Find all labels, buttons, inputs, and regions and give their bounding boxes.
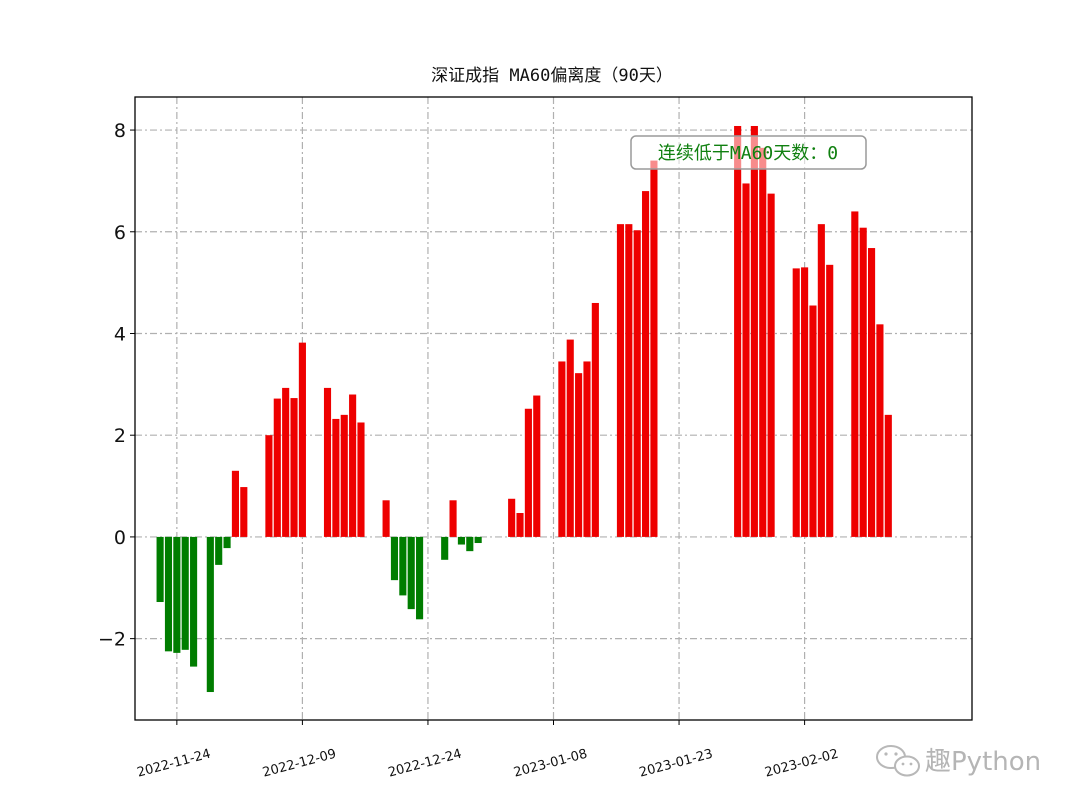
bar-positive bbox=[273, 398, 281, 537]
bar-positive bbox=[767, 193, 775, 537]
x-tick-label: 2022-12-09 bbox=[261, 747, 338, 781]
annotation-box: 连续低于MA60天数：0 bbox=[630, 135, 867, 170]
bar-negative bbox=[474, 536, 482, 544]
bar-positive bbox=[524, 408, 532, 537]
bar-negative bbox=[399, 536, 407, 596]
bar-positive bbox=[340, 414, 348, 537]
x-axis: 2022-11-24 2022-12-09 2022-12-24 2023-01-08… bbox=[136, 720, 840, 781]
bar-positive bbox=[817, 224, 825, 537]
bar-negative bbox=[407, 536, 415, 610]
chart-title: 深证成指 MA60偏离度（90天） bbox=[431, 66, 673, 86]
bar-positive bbox=[792, 268, 800, 537]
bars bbox=[156, 125, 892, 693]
bar-positive bbox=[868, 248, 876, 537]
y-tick-label: 2 bbox=[114, 425, 126, 447]
bar-positive bbox=[801, 267, 809, 537]
bar-positive bbox=[742, 183, 750, 537]
bar-positive bbox=[516, 513, 524, 537]
bar-negative bbox=[181, 536, 189, 650]
bar-positive bbox=[642, 191, 650, 537]
annotation-text: 连续低于MA60天数：0 bbox=[658, 143, 838, 164]
bar-positive bbox=[323, 387, 332, 537]
bar-positive bbox=[290, 398, 298, 537]
bar-positive bbox=[332, 418, 340, 537]
bar-positive bbox=[750, 125, 758, 537]
bar-positive bbox=[734, 125, 742, 537]
bar-positive bbox=[633, 230, 641, 537]
bar-positive bbox=[508, 498, 516, 537]
bar-positive bbox=[449, 500, 457, 537]
bar-negative bbox=[416, 536, 424, 620]
bar-positive bbox=[566, 339, 574, 537]
x-tick-label: 2022-12-24 bbox=[387, 747, 464, 781]
bar-positive bbox=[809, 305, 817, 537]
bar-negative bbox=[206, 536, 214, 693]
bar-negative bbox=[441, 536, 449, 560]
bar-positive bbox=[265, 435, 273, 537]
y-tick-label: 4 bbox=[114, 323, 126, 345]
bar-negative bbox=[164, 536, 173, 652]
bar-positive bbox=[583, 361, 591, 537]
bar-positive bbox=[298, 342, 306, 537]
bar-negative bbox=[457, 536, 465, 545]
bar-positive bbox=[357, 422, 365, 537]
y-axis: −2 0 2 4 6 8 bbox=[98, 120, 135, 651]
bar-positive bbox=[382, 500, 390, 537]
x-tick-label: 2022-11-24 bbox=[136, 747, 213, 781]
wechat-icon bbox=[876, 745, 920, 777]
bar-positive bbox=[625, 224, 633, 537]
bar-positive bbox=[851, 211, 859, 537]
bar-negative bbox=[390, 536, 399, 581]
bar-negative bbox=[215, 536, 223, 565]
watermark: 趣Python bbox=[876, 745, 1041, 777]
watermark-text: 趣Python bbox=[925, 747, 1041, 777]
x-tick-label: 2023-02-02 bbox=[763, 747, 840, 781]
y-tick-label: 6 bbox=[114, 222, 126, 244]
bar-negative bbox=[156, 536, 164, 603]
bar-negative bbox=[190, 536, 198, 667]
x-tick-label: 2023-01-08 bbox=[512, 747, 589, 781]
bar-positive bbox=[231, 470, 239, 537]
bar-positive bbox=[826, 264, 834, 537]
bar-positive bbox=[533, 395, 541, 537]
bar-positive bbox=[591, 302, 599, 537]
bar-positive bbox=[575, 373, 583, 537]
bar-positive bbox=[616, 224, 625, 537]
annotation-frame bbox=[630, 135, 867, 170]
x-tick-label: 2023-01-23 bbox=[638, 747, 715, 781]
bar-positive bbox=[859, 227, 867, 537]
bar-positive bbox=[282, 387, 290, 537]
bar-positive bbox=[558, 361, 566, 537]
bar-negative bbox=[466, 536, 474, 552]
y-tick-label: −2 bbox=[98, 629, 126, 651]
bar-positive bbox=[650, 160, 658, 537]
bar-positive bbox=[349, 394, 357, 537]
y-tick-label: 8 bbox=[114, 120, 126, 142]
y-tick-label: 0 bbox=[114, 527, 126, 549]
bar-positive bbox=[759, 147, 767, 537]
bar-positive bbox=[240, 487, 248, 537]
grid-lines bbox=[135, 97, 972, 720]
bar-positive bbox=[876, 324, 884, 537]
bar-negative bbox=[173, 536, 181, 653]
bar-negative bbox=[223, 536, 231, 549]
bar-positive bbox=[884, 414, 892, 537]
